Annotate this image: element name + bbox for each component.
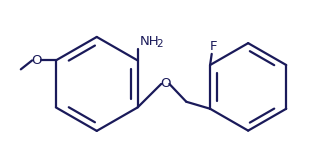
Text: 2: 2 (156, 39, 163, 49)
Text: NH: NH (139, 35, 159, 48)
Text: O: O (31, 54, 42, 67)
Text: O: O (160, 77, 170, 90)
Text: F: F (210, 40, 217, 53)
